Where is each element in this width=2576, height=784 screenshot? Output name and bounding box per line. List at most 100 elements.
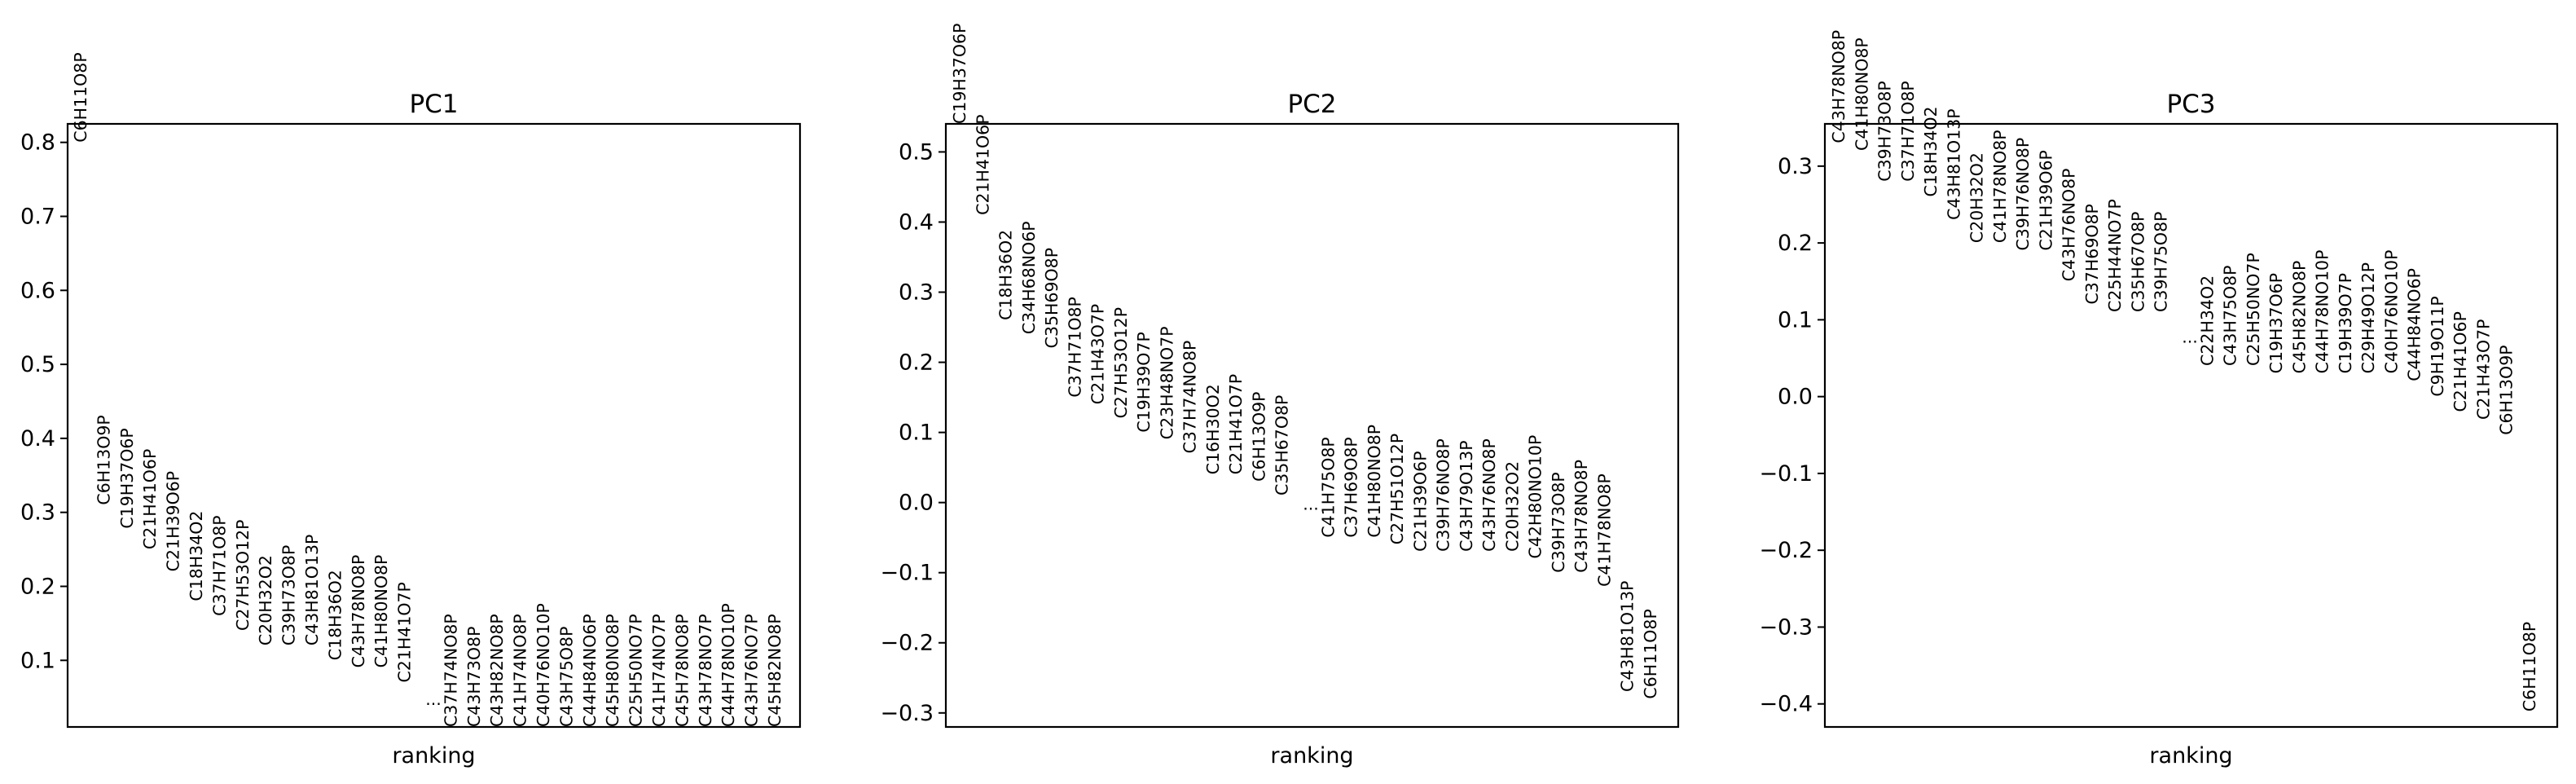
gene-label: C35H67O8P xyxy=(2128,212,2147,312)
gene-label: C37H69O8P xyxy=(1342,437,1361,537)
gene-label: C19H37O6P xyxy=(950,24,969,124)
gene-label: C41H74NO7P xyxy=(649,614,669,727)
gene-label: C43H75O8P xyxy=(2221,265,2240,365)
gene-label: C39H75O8P xyxy=(2152,212,2171,312)
gene-label: C44H84NO6P xyxy=(2405,268,2424,381)
panel-title: PC2 xyxy=(1287,90,1336,119)
y-tick-label: 0.5 xyxy=(899,139,934,165)
gene-label: C41H74NO8P xyxy=(511,614,530,727)
panel-pc3: PC3 −0.4 −0.3 −0.2 −0.1 0.0 0.1 0.2 0.3 ranking C4… xyxy=(1759,30,2559,769)
x-axis-label: ranking xyxy=(1270,743,1353,769)
gene-label: C37H74NO8P xyxy=(1180,341,1200,454)
gene-label: C44H78NO10P xyxy=(2313,250,2332,374)
gene-label: C40H76NO10P xyxy=(534,603,553,727)
gene-label: C39H73O8P xyxy=(1549,472,1568,572)
gene-label: C34H68NO6P xyxy=(1019,221,1039,334)
gene-label: C21H41O6P xyxy=(2451,311,2470,412)
gene-label: C21H43O7P xyxy=(1088,304,1108,404)
gene-label: C41H78NO8P xyxy=(1990,130,2010,243)
gene-label: C21H43O7P xyxy=(2473,319,2493,419)
gene-label: C43H78NO8P xyxy=(1572,460,1591,573)
gene-label: C21H39O6P xyxy=(2036,150,2055,250)
gene-label: C43H81O13P xyxy=(1944,108,1963,219)
gene-label: C45H78NO8P xyxy=(672,614,692,727)
y-tick-label: 0.2 xyxy=(899,350,934,376)
gene-label: C18H36O2 xyxy=(325,570,345,660)
y-tick-label: 0.2 xyxy=(1778,231,1813,256)
y-tick-label: −0.4 xyxy=(1759,692,1813,717)
gene-label: C43H73O8P xyxy=(464,627,484,727)
y-tick-label: 0.1 xyxy=(20,648,55,673)
x-axis-label: ranking xyxy=(2149,743,2232,769)
gene-label: C29H49O12P xyxy=(2358,262,2378,373)
gene-label: C44H78NO10P xyxy=(719,603,738,727)
gene-label: C43H81O13P xyxy=(302,535,322,645)
ellipsis-marker: ... xyxy=(1303,494,1319,513)
axes-frame xyxy=(66,122,802,729)
gene-label: C25H50NO7P xyxy=(626,614,646,727)
gene-label: C45H82NO8P xyxy=(2289,261,2309,374)
gene-label: C27H53O12P xyxy=(1111,307,1131,418)
gene-label: C18H34O2 xyxy=(1921,106,1941,196)
y-tick-label: 0.8 xyxy=(20,130,55,156)
gene-label: C37H71O8P xyxy=(1065,297,1084,397)
gene-label: C19H37O6P xyxy=(2266,273,2286,373)
gene-label: C43H78NO8P xyxy=(1829,30,1848,143)
y-tick-label: −0.1 xyxy=(880,561,934,586)
ellipsis-marker: ... xyxy=(425,689,442,709)
gene-label: C39H76NO8P xyxy=(2013,138,2033,251)
gene-label: C43H76NO7P xyxy=(742,614,762,727)
gene-label: C27H53O12P xyxy=(233,519,253,630)
gene-label: C21H41O6P xyxy=(140,449,160,549)
y-tick-label: 0.7 xyxy=(20,204,55,229)
y-tick-label: −0.3 xyxy=(1759,614,1813,640)
gene-label: C43H76NO8P xyxy=(2059,168,2079,281)
gene-label: C18H34O2 xyxy=(187,511,206,601)
gene-label: C6H11O8P xyxy=(1641,609,1660,698)
gene-label: C43H79O13P xyxy=(1457,440,1476,551)
gene-label: C43H82NO8P xyxy=(487,614,507,727)
gene-label: C41H80NO8P xyxy=(1365,425,1384,538)
gene-label: C37H71O8P xyxy=(209,515,229,615)
gene-label: C6H13O9P xyxy=(1249,391,1268,481)
gene-label: C6H11O8P xyxy=(71,52,90,142)
gene-label: C43H81O13P xyxy=(1618,580,1637,691)
gene-label: C23H48NO7P xyxy=(1157,326,1176,439)
gene-label: C43H75O8P xyxy=(556,627,576,727)
gene-label: C41H80NO8P xyxy=(371,555,391,668)
y-tick-label: 0.0 xyxy=(899,491,934,516)
gene-label: C20H32O2 xyxy=(1502,461,1522,552)
gene-label: C39H73O8P xyxy=(1875,81,1895,181)
gene-label: C20H32O2 xyxy=(256,555,275,645)
y-tick-label: 0.2 xyxy=(20,574,55,599)
y-tick-label: 0.5 xyxy=(20,352,55,377)
y-tick-label: −0.1 xyxy=(1759,461,1813,487)
gene-label: C16H30O2 xyxy=(1203,384,1223,474)
gene-label: C39H76NO8P xyxy=(1434,438,1453,552)
gene-label: C45H82NO8P xyxy=(765,614,785,727)
y-tick-label: 0.1 xyxy=(899,421,934,446)
gene-label: C43H78NO7P xyxy=(696,614,715,727)
y-tick-label: 0.1 xyxy=(1778,307,1813,333)
gene-label: C41H78NO8P xyxy=(1594,473,1614,587)
gene-label: C6H13O9P xyxy=(94,415,113,504)
gene-label: C21H41O7P xyxy=(1226,374,1246,474)
ellipsis-marker: ... xyxy=(2182,328,2198,347)
gene-label: C41H80NO8P xyxy=(1852,37,1871,151)
gene-label: C19H37O6P xyxy=(117,428,137,528)
panel-pc2: PC2 −0.3 −0.2 −0.1 0.0 0.1 0.2 0.3 0.4 0.5 ranking… xyxy=(880,24,1680,769)
y-tick-label: −0.3 xyxy=(880,701,934,726)
y-tick-label: 0.6 xyxy=(20,278,55,303)
y-tick-label: 0.0 xyxy=(1778,385,1813,410)
gene-label: C43H76NO8P xyxy=(1479,438,1499,552)
gene-label: C42H80NO10P xyxy=(1526,435,1545,559)
gene-label: C20H32O2 xyxy=(1967,152,1987,243)
gene-label: C19H39O7P xyxy=(1134,332,1154,432)
y-tick-label: 0.3 xyxy=(20,500,55,526)
gene-label: C37H74NO8P xyxy=(441,614,460,727)
gene-label: C37H69O8P xyxy=(2082,204,2102,304)
gene-label: C27H51O12P xyxy=(1387,434,1407,544)
gene-label: C21H41O6P xyxy=(973,114,992,214)
gene-label: C39H73O8P xyxy=(279,545,299,645)
